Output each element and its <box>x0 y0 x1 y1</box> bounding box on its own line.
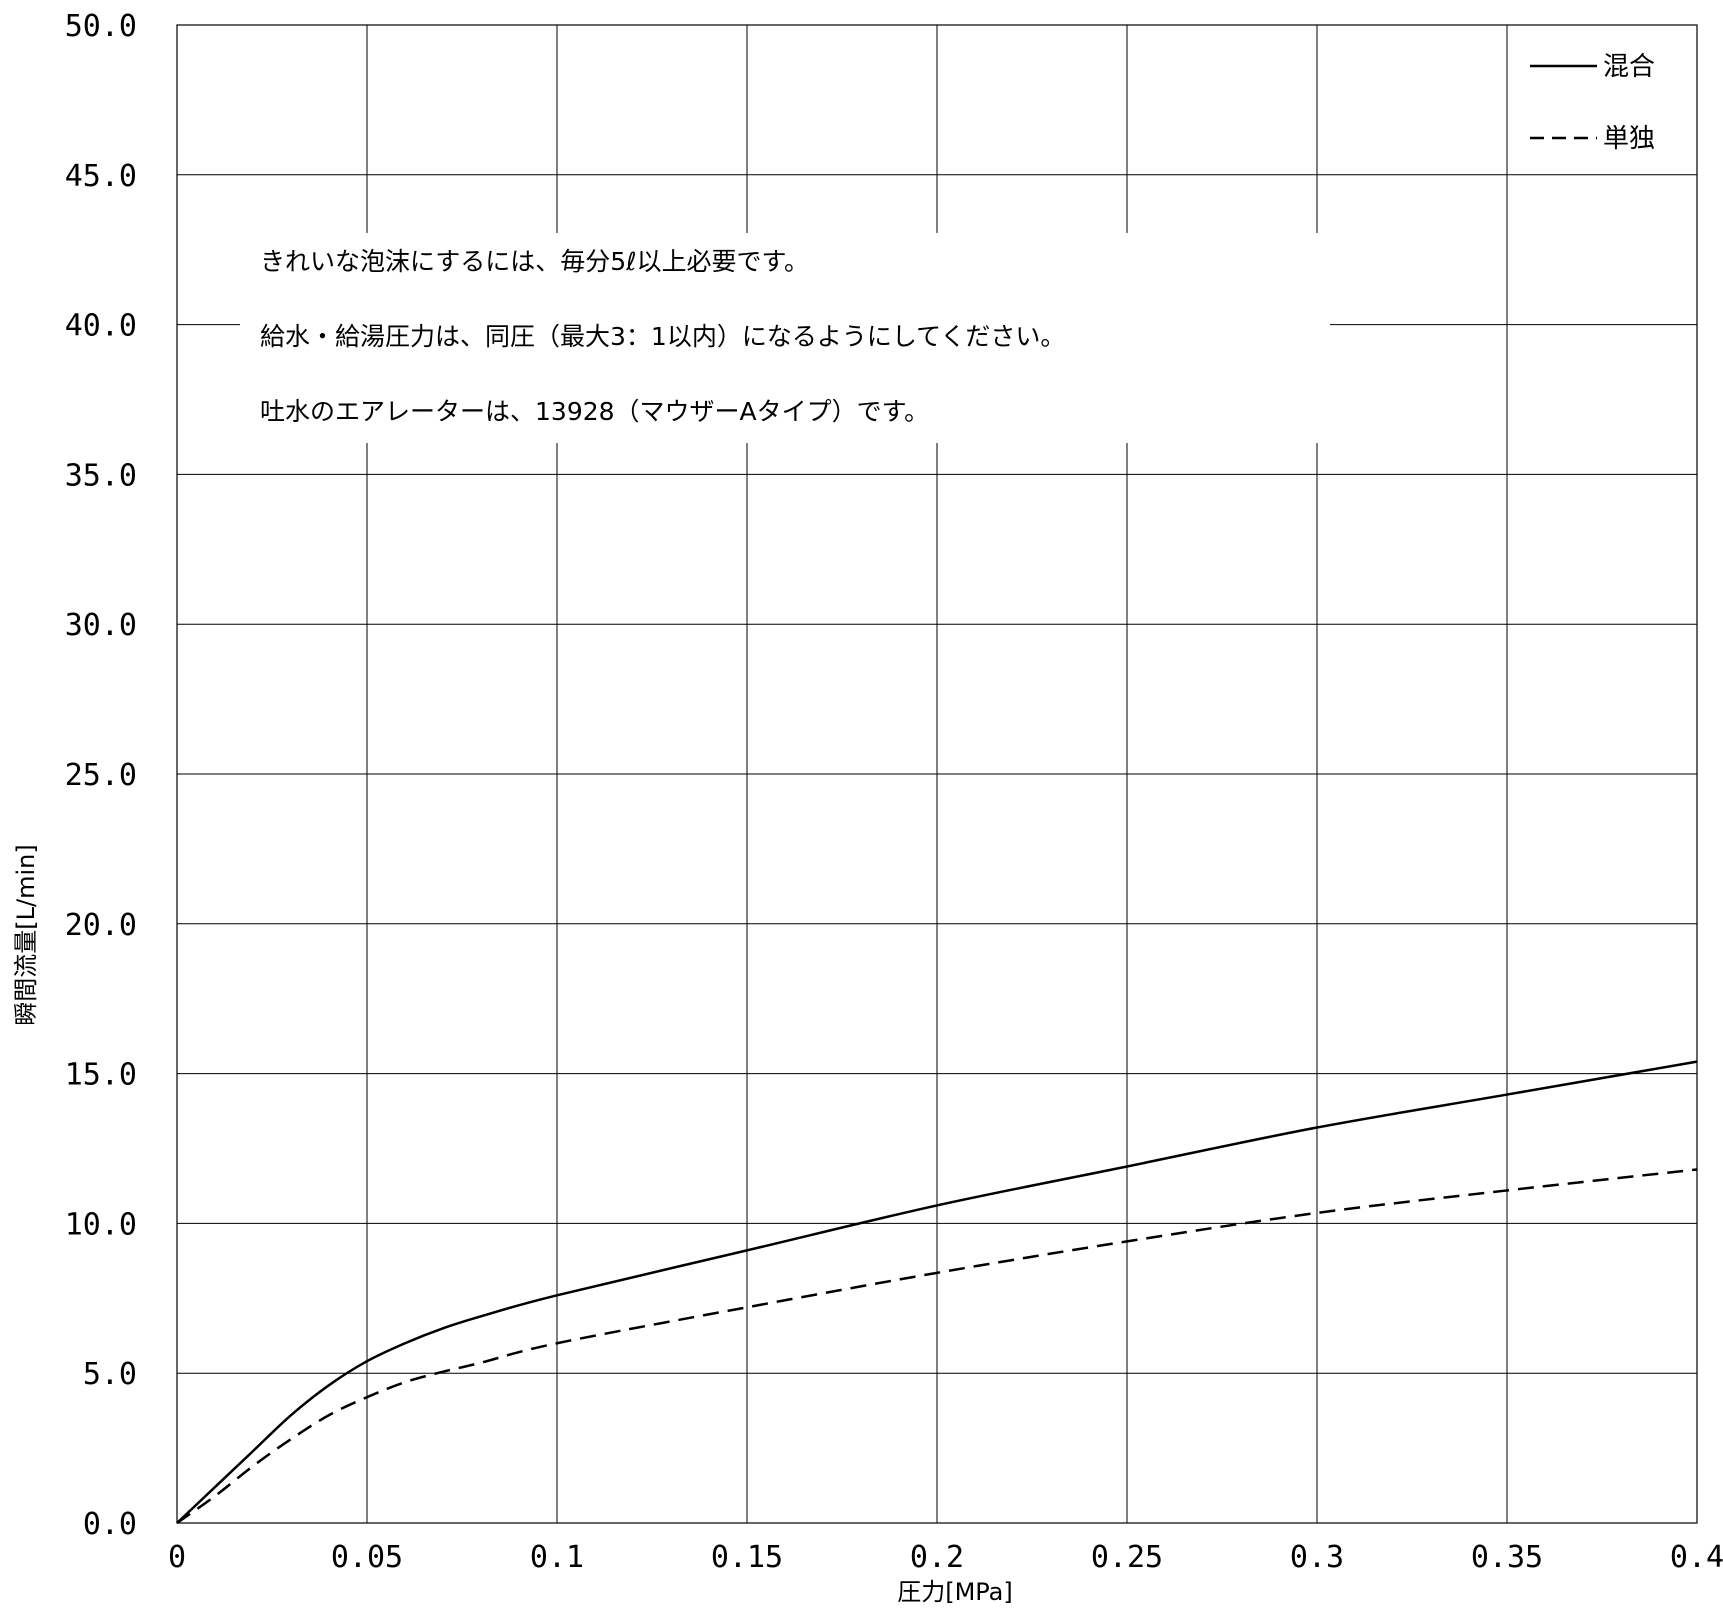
x-tick-label: 0.1 <box>530 1540 584 1575</box>
annotations: きれいな泡沫にするには、毎分5ℓ以上必要です。 給水・給湯圧力は、同圧（最大3：… <box>260 247 1065 426</box>
legend: 混合 単独 <box>1530 52 1655 154</box>
legend-label-mixed: 混合 <box>1603 52 1655 82</box>
plot-border <box>176 24 1698 1524</box>
y-tick-label: 35.0 <box>65 458 137 493</box>
y-tick-label: 30.0 <box>65 608 137 643</box>
y-axis-label: 瞬間流量[L/min] <box>12 844 40 1025</box>
x-tick-label: 0 <box>168 1540 186 1575</box>
annotation-2: 給水・給湯圧力は、同圧（最大3：1以内）になるようにしてください。 <box>260 322 1065 351</box>
annotation-1: きれいな泡沫にするには、毎分5ℓ以上必要です。 <box>260 247 809 276</box>
y-tick-label: 15.0 <box>65 1058 137 1093</box>
series-line-mixed <box>176 1060 1698 1524</box>
y-tick-label: 5.0 <box>83 1357 137 1392</box>
annotation-3: 吐水のエアレーターは、13928（マウザーAタイプ）です。 <box>260 397 929 426</box>
annotation-background <box>240 233 1330 443</box>
y-tick-label: 40.0 <box>65 309 137 344</box>
y-tick-label: 20.0 <box>65 908 137 943</box>
x-tick-label: 0.35 <box>1471 1540 1543 1575</box>
x-axis-label: 圧力[MPa] <box>897 1578 1013 1606</box>
x-tick-label: 0.4 <box>1670 1540 1723 1575</box>
x-tick-label: 0.05 <box>331 1540 403 1575</box>
y-tick-label: 50.0 <box>65 9 137 44</box>
y-tick-labels: 0.0 5.0 10.0 15.0 20.0 25.0 30.0 35.0 40.0 45.0 50… <box>65 9 137 1542</box>
y-tick-label: 0.0 <box>83 1507 137 1542</box>
y-tick-label: 25.0 <box>65 758 137 793</box>
series-group <box>176 1060 1698 1525</box>
x-tick-labels: 0 0.05 0.1 0.15 0.2 0.25 0.3 0.35 0.4 <box>168 1540 1723 1575</box>
x-tick-label: 0.15 <box>711 1540 783 1575</box>
y-tick-label: 45.0 <box>65 159 137 194</box>
x-tick-label: 0.2 <box>910 1540 964 1575</box>
x-tick-label: 0.3 <box>1290 1540 1344 1575</box>
legend-label-single: 単独 <box>1603 124 1655 154</box>
x-tick-label: 0.25 <box>1091 1540 1163 1575</box>
plot-frame <box>176 24 1698 1524</box>
y-tick-label: 10.0 <box>65 1207 137 1242</box>
